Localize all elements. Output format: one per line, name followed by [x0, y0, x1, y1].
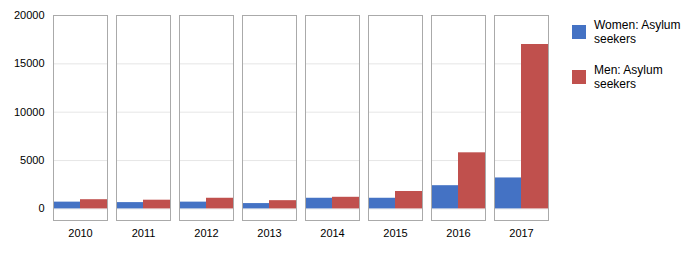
svg-text:2014: 2014 — [320, 227, 344, 239]
svg-text:2017: 2017 — [509, 227, 533, 239]
svg-text:2011: 2011 — [132, 227, 156, 239]
svg-text:10000: 10000 — [14, 106, 45, 118]
svg-text:2016: 2016 — [446, 227, 470, 239]
html-text:Men: Asylum seekers: Men: Asylum seekers — [594, 62, 663, 92]
svg-text:2013: 2013 — [257, 227, 281, 239]
svg-text:20000: 20000 — [14, 9, 45, 21]
html-text:Women: Asylum seekers: Women: Asylum seekers — [594, 18, 681, 47]
svg-text:2015: 2015 — [383, 227, 407, 239]
svg-text:2010: 2010 — [68, 227, 92, 239]
svg-text:15000: 15000 — [14, 57, 45, 69]
svg-text:2012: 2012 — [194, 227, 218, 239]
svg-text:0: 0 — [38, 202, 44, 214]
svg-text:5000: 5000 — [20, 154, 44, 166]
